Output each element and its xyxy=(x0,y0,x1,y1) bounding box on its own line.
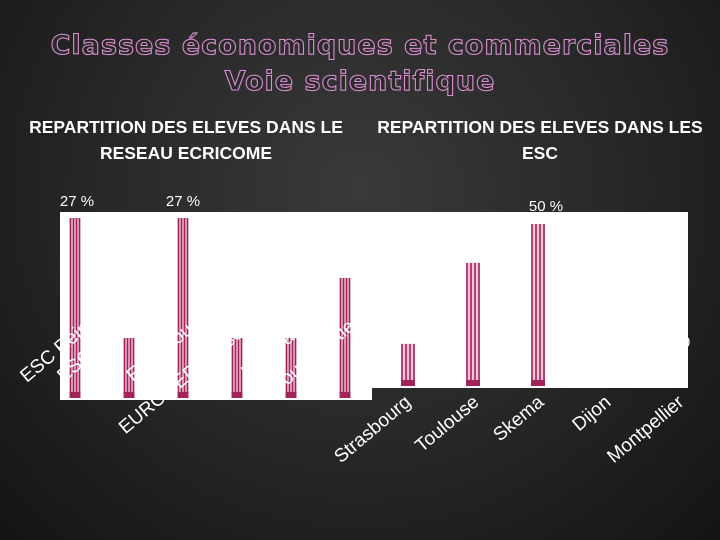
value-label: 27 % xyxy=(166,193,200,210)
bar-base xyxy=(401,380,415,386)
bar-base xyxy=(123,392,135,398)
bar-base xyxy=(531,380,545,386)
bar-0-2 xyxy=(177,218,189,398)
bar-body xyxy=(231,338,243,398)
bar-body xyxy=(285,338,297,398)
main-title-line1: Classes économiques et commerciales xyxy=(50,29,670,61)
bar-base xyxy=(466,380,480,386)
main-title-line2: Voie scientifique xyxy=(224,65,496,97)
bar-base xyxy=(177,392,189,398)
bar-base xyxy=(285,392,297,398)
value-label: 38 % xyxy=(456,238,490,255)
bar-0-4 xyxy=(285,338,297,398)
bar-base xyxy=(69,392,81,398)
right-chart-title: REPARTITION DES ELEVES DANS LES ESC xyxy=(377,117,703,163)
bar-0-1 xyxy=(123,338,135,398)
bar-body xyxy=(123,338,135,398)
bar-body xyxy=(177,218,189,398)
left-chart-title: REPARTITION DES ELEVES DANS LE RESEAU EC… xyxy=(29,117,343,163)
bar-1-0 xyxy=(401,343,415,386)
value-label: 13 % xyxy=(391,323,425,340)
category-label: Strasbourg xyxy=(331,392,416,468)
bar-0-3 xyxy=(231,338,243,398)
value-label: 50 % xyxy=(529,198,563,215)
bar-body xyxy=(531,224,545,386)
value-label: 9 % xyxy=(278,263,304,280)
bar-1-1 xyxy=(466,262,480,386)
value-label: 18 % xyxy=(324,230,358,247)
category-label: Dijon xyxy=(569,392,616,436)
value-label: 9 % xyxy=(224,263,250,280)
bar-0-0 xyxy=(69,218,81,398)
bar-base xyxy=(339,392,351,398)
value-label: 9 % xyxy=(118,263,144,280)
value-label: 0 xyxy=(592,337,600,354)
value-label: 0 xyxy=(682,334,690,351)
bar-body xyxy=(69,218,81,398)
bar-body xyxy=(339,278,351,398)
bar-body xyxy=(401,343,415,386)
bar-1-2 xyxy=(531,224,545,386)
left-chart-plot-area xyxy=(60,212,372,400)
bar-base xyxy=(231,392,243,398)
value-label: 27 % xyxy=(60,193,94,210)
category-label: Toulouse xyxy=(411,392,483,457)
right-chart-plot-area xyxy=(370,212,688,388)
category-label: Skema xyxy=(489,391,548,445)
bar-0-5 xyxy=(339,278,351,398)
bar-body xyxy=(466,262,480,386)
category-label: Montpellier xyxy=(604,391,689,467)
